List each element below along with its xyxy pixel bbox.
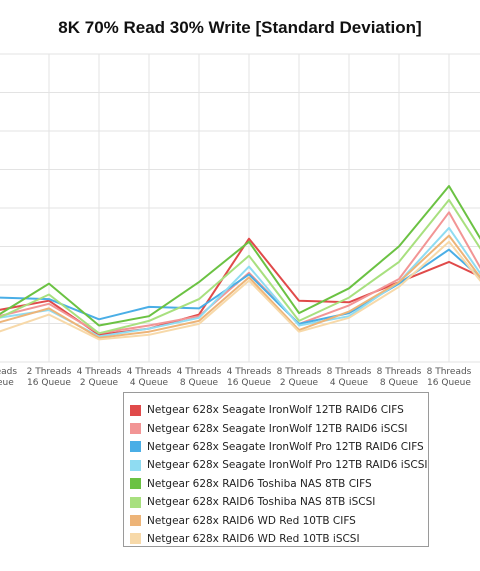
legend-swatch bbox=[130, 404, 141, 416]
x-tick-label: 2 Threads bbox=[27, 367, 72, 377]
x-tick-label: 2 Queue bbox=[280, 378, 319, 388]
series-line-4 bbox=[0, 226, 480, 338]
legend-item: Netgear 628x RAID6 Toshiba NAS 8TB CIFS bbox=[130, 475, 428, 493]
legend-item: Netgear 628x RAID6 WD Red 10TB CIFS bbox=[130, 511, 428, 529]
legend-swatch bbox=[130, 515, 141, 527]
legend-label: Netgear 628x Seagate IronWolf 12TB RAID6… bbox=[147, 422, 408, 435]
chart-title: 8K 70% Read 30% Write [Standard Deviatio… bbox=[58, 18, 422, 37]
x-tick-label: 8 Threads bbox=[377, 367, 422, 377]
x-tick-label: Threads bbox=[0, 367, 17, 377]
x-tick-label: 16 Queue bbox=[427, 378, 471, 388]
legend-item: Netgear 628x RAID6 WD Red 10TB iSCSI bbox=[130, 530, 428, 548]
legend-label: Netgear 628x Seagate IronWolf 12TB RAID6… bbox=[147, 404, 404, 417]
series-line-2 bbox=[0, 211, 480, 335]
x-tick-label: 4 Queue bbox=[130, 378, 169, 388]
legend-item: Netgear 628x Seagate IronWolf 12TB RAID6… bbox=[130, 419, 428, 437]
legend-item: Netgear 628x RAID6 Toshiba NAS 8TB iSCSI bbox=[130, 493, 428, 511]
series-line-1 bbox=[0, 237, 480, 336]
x-tick-label: 4 Threads bbox=[127, 367, 172, 377]
x-tick-label: 4 Threads bbox=[177, 367, 222, 377]
series-line-5 bbox=[0, 185, 480, 327]
x-tick-label: 8 Queue bbox=[380, 378, 419, 388]
x-tick-label: 8 Queue bbox=[180, 378, 219, 388]
legend-label: Netgear 628x RAID6 WD Red 10TB iSCSI bbox=[147, 532, 360, 545]
legend-label: Netgear 628x Seagate IronWolf Pro 12TB R… bbox=[147, 459, 428, 472]
x-tick-label: 2 Queue bbox=[80, 378, 119, 388]
x-tick-label: 8 Threads bbox=[327, 367, 372, 377]
legend-label: Netgear 628x RAID6 Toshiba NAS 8TB iSCSI bbox=[147, 496, 376, 509]
legend-item: Netgear 628x Seagate IronWolf Pro 12TB R… bbox=[130, 438, 428, 456]
series-lines bbox=[0, 185, 480, 341]
legend-swatch bbox=[130, 441, 141, 453]
series-line-8 bbox=[0, 240, 480, 341]
legend-label: Netgear 628x RAID6 WD Red 10TB CIFS bbox=[147, 514, 356, 527]
legend-swatch bbox=[130, 459, 141, 471]
legend-label: Netgear 628x RAID6 Toshiba NAS 8TB CIFS bbox=[147, 477, 372, 490]
x-tick-label: 8 Threads bbox=[277, 367, 322, 377]
legend-label: Netgear 628x Seagate IronWolf Pro 12TB R… bbox=[147, 440, 424, 453]
legend-item: Netgear 628x Seagate IronWolf 12TB RAID6… bbox=[130, 401, 428, 419]
series-line-7 bbox=[0, 234, 480, 339]
x-tick-label: 4 Threads bbox=[227, 367, 272, 377]
x-tick-label: 16 Queue bbox=[227, 378, 271, 388]
legend-swatch bbox=[130, 478, 141, 490]
series-line-6 bbox=[0, 198, 480, 335]
x-tick-label: 4 Threads bbox=[77, 367, 122, 377]
legend-swatch bbox=[130, 496, 141, 508]
legend: Netgear 628x Seagate IronWolf 12TB RAID6… bbox=[123, 392, 429, 547]
x-tick-label: 4 Queue bbox=[330, 378, 369, 388]
x-tick-label: 8 Threads bbox=[427, 367, 472, 377]
legend-swatch bbox=[130, 533, 141, 545]
legend-swatch bbox=[130, 423, 141, 435]
legend-item: Netgear 628x Seagate IronWolf Pro 12TB R… bbox=[130, 456, 428, 474]
x-tick-label: 16 Queue bbox=[27, 378, 71, 388]
x-tick-label: Queue bbox=[0, 378, 14, 388]
